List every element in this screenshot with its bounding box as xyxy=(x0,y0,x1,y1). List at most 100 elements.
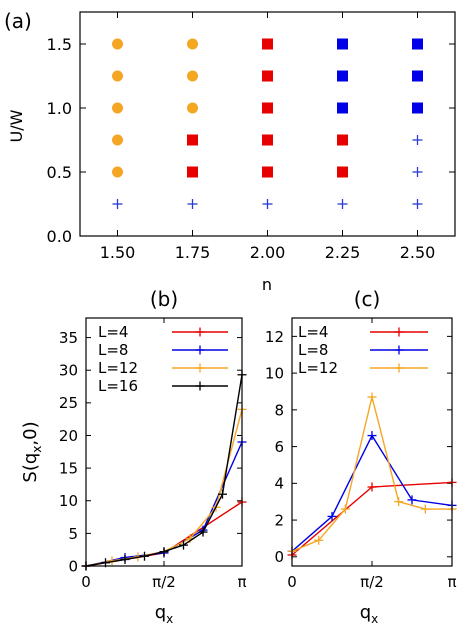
phase-point-plus xyxy=(337,199,348,209)
legend-marker xyxy=(195,363,205,373)
data-point xyxy=(367,431,377,441)
phase-point-square xyxy=(262,102,273,114)
data-point xyxy=(179,540,188,550)
data-point xyxy=(367,482,377,492)
x-tick-label: π/2 xyxy=(152,573,176,591)
x-tick-label: 2.00 xyxy=(250,243,286,262)
legend-label: L=12 xyxy=(298,359,338,377)
y-tick-label: 2 xyxy=(274,511,284,529)
data-point xyxy=(140,551,149,561)
phase-point-circle xyxy=(112,70,123,82)
data-point xyxy=(159,547,169,557)
y-tick-label: 0 xyxy=(274,548,284,566)
panel-b-ylabel: S(qx,0) xyxy=(20,421,44,482)
panel-b-frame xyxy=(85,317,243,567)
phase-point-square xyxy=(187,134,198,146)
y-tick-label: 10 xyxy=(265,365,284,383)
legend-label: L=12 xyxy=(98,359,138,377)
y-tick-label: 0 xyxy=(68,557,78,575)
phase-point-square xyxy=(337,38,348,50)
y-tick-label: 35 xyxy=(59,329,78,347)
phase-point-square xyxy=(337,166,348,178)
data-point xyxy=(314,535,324,545)
y-tick-label: 4 xyxy=(274,475,284,493)
phase-point-plus xyxy=(412,199,423,209)
phase-point-square xyxy=(337,70,348,82)
data-point xyxy=(218,489,227,499)
legend-marker xyxy=(394,327,404,337)
phase-point-circle xyxy=(187,102,198,114)
x-tick-label: 0 xyxy=(81,573,91,591)
x-tick-label: π xyxy=(237,573,246,591)
data-point xyxy=(407,495,417,505)
series-line-l-4 xyxy=(291,481,453,556)
legend-marker xyxy=(195,345,205,355)
panel-c-label: (c) xyxy=(354,287,381,311)
y-tick-label: 0.0 xyxy=(47,227,72,246)
data-point xyxy=(340,504,350,514)
x-tick-label: 2.50 xyxy=(400,243,436,262)
legend-label: L=8 xyxy=(98,341,128,359)
series-line-l-12 xyxy=(85,409,243,567)
panel-c-frame xyxy=(291,317,453,567)
phase-point-square xyxy=(262,134,273,146)
y-tick-label: 5 xyxy=(68,525,78,543)
phase-point-square xyxy=(187,166,198,178)
legend-label: L=8 xyxy=(298,341,328,359)
phase-point-circle xyxy=(112,134,123,146)
x-tick-label: 1.50 xyxy=(100,243,136,262)
y-tick-label: 12 xyxy=(265,328,284,346)
data-point xyxy=(327,511,337,521)
y-tick-label: 25 xyxy=(59,394,78,412)
panel-a-label: (a) xyxy=(4,9,32,33)
y-tick-label: 6 xyxy=(274,438,284,456)
phase-point-square xyxy=(337,134,348,146)
series-line-l-12 xyxy=(291,396,452,552)
phase-point-square xyxy=(412,70,423,82)
phase-point-square xyxy=(412,102,423,114)
panel-b-label: (b) xyxy=(150,287,178,311)
legend-label: L=4 xyxy=(298,323,328,341)
y-tick-label: 20 xyxy=(59,427,78,445)
y-tick-label: 0.5 xyxy=(47,163,72,182)
phase-point-square xyxy=(262,38,273,50)
y-tick-label: 30 xyxy=(59,362,78,380)
phase-point-circle xyxy=(112,166,123,178)
phase-point-square xyxy=(262,166,273,178)
x-tick-label: π/2 xyxy=(360,573,384,591)
phase-point-plus xyxy=(262,199,273,209)
y-tick-label: 15 xyxy=(59,460,78,478)
legend-label: L=4 xyxy=(98,323,128,341)
phase-point-square xyxy=(412,38,423,50)
panel-a-ylabel: U/W xyxy=(7,109,26,142)
panel-a-phase-diagram: (a) U/W n 1.50 1.75 2.00 2.25 2.50 0.0 0.5 1.0… xyxy=(4,9,456,294)
phase-point-circle xyxy=(187,38,198,50)
y-tick-label: 1.0 xyxy=(47,99,72,118)
panel-a-xlabel: n xyxy=(262,275,272,294)
panel-c-xlabel: qx xyxy=(360,602,379,626)
phase-point-plus xyxy=(187,199,198,209)
panel-c-structure-factor: (c) qx 0 π/2 π 0 2 4 6 8 10 12 L=4L=8L=12 xyxy=(265,287,457,626)
phase-point-plus xyxy=(112,199,123,209)
x-tick-label: π xyxy=(447,573,456,591)
y-tick-label: 8 xyxy=(274,401,284,419)
x-tick-label: 0 xyxy=(287,573,297,591)
phase-point-circle xyxy=(112,38,123,50)
data-point xyxy=(394,497,404,507)
data-point xyxy=(367,392,377,402)
y-tick-label: 1.5 xyxy=(47,35,72,54)
data-point xyxy=(198,527,208,537)
data-point xyxy=(120,554,130,564)
y-tick-label: 10 xyxy=(59,492,78,510)
legend-label: L=16 xyxy=(98,377,138,395)
x-tick-label: 1.75 xyxy=(175,243,211,262)
phase-point-plus xyxy=(412,135,423,145)
legend-marker xyxy=(394,345,404,355)
panel-a-frame xyxy=(79,11,456,237)
x-tick-label: 2.25 xyxy=(325,243,361,262)
phase-point-circle xyxy=(112,102,123,114)
phase-point-square xyxy=(262,70,273,82)
phase-point-circle xyxy=(187,70,198,82)
